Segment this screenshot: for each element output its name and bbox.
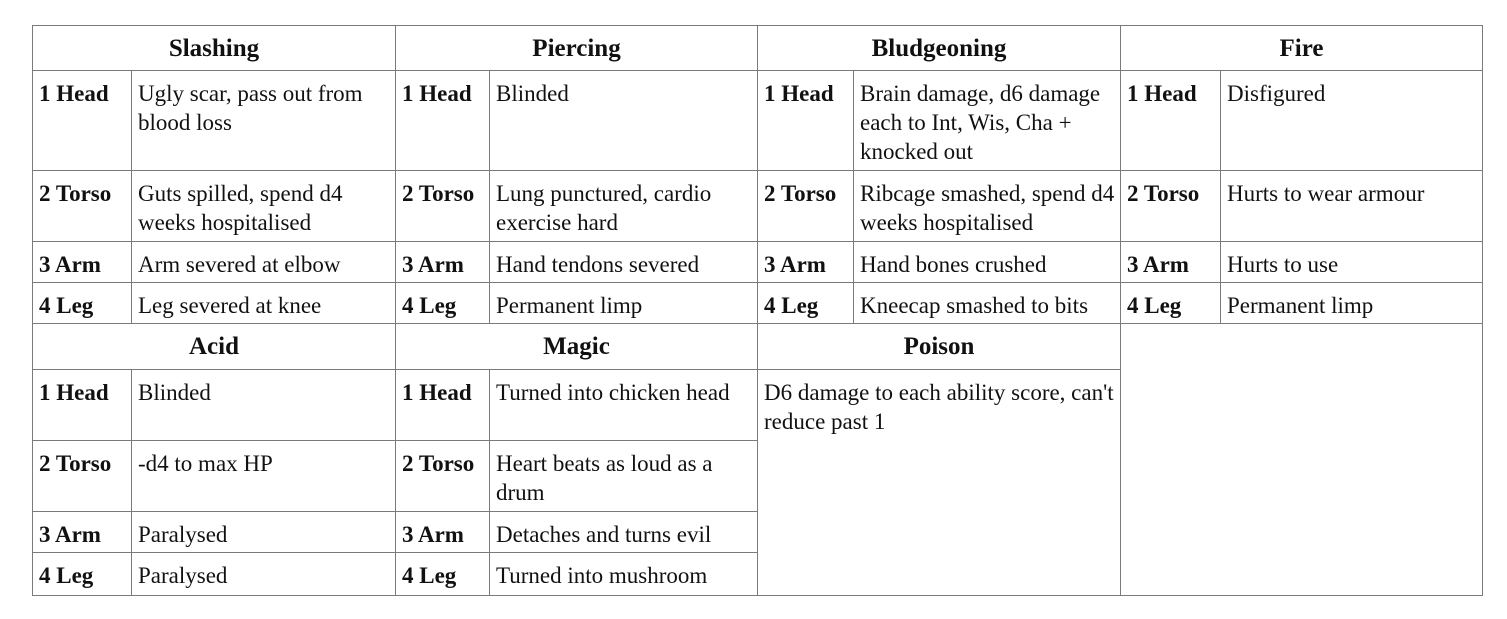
effect-cell: Hand bones crushed xyxy=(853,241,1121,283)
location-cell: 1 Head xyxy=(32,369,132,441)
table-row: 4 Leg Paralysed 4 Leg Turned into mushro… xyxy=(32,552,1483,596)
piercing-header: Piercing xyxy=(395,25,758,71)
location-cell: 3 Arm xyxy=(32,511,132,553)
acid-header: Acid xyxy=(32,323,396,370)
effect-cell: Arm severed at elbow xyxy=(131,241,396,283)
location-cell: 1 Head xyxy=(395,70,490,171)
effect-cell: Ribcage smashed, spend d4 weeks hospital… xyxy=(853,170,1121,242)
effect-cell: Disfigured xyxy=(1220,70,1483,171)
header-row-top: Slashing Piercing Bludgeoning Fire xyxy=(32,25,1483,71)
location-cell: 2 Torso xyxy=(757,170,854,242)
effect-cell: Brain damage, d6 damage each to Int, Wis… xyxy=(853,70,1121,171)
location-cell: 3 Arm xyxy=(757,241,854,283)
poison-header: Poison xyxy=(757,323,1121,370)
table-row: 3 Arm Arm severed at elbow 3 Arm Hand te… xyxy=(32,241,1483,283)
effect-cell: Heart beats as loud as a drum xyxy=(489,440,758,512)
header-row-bottom: Acid Magic Poison xyxy=(32,323,1483,596)
effect-cell: Blinded xyxy=(131,369,396,441)
effect-cell: Kneecap smashed to bits xyxy=(853,282,1121,324)
effect-cell: Hurts to wear armour xyxy=(1220,170,1483,242)
effect-cell: Lung punctured, cardio exercise hard xyxy=(489,170,758,242)
table-row: 1 Head Ugly scar, pass out from blood lo… xyxy=(32,70,1483,171)
location-cell: 1 Head xyxy=(32,70,132,171)
effect-cell: Leg severed at knee xyxy=(131,282,396,324)
injury-table: Slashing Piercing Bludgeoning Fire 1 Hea… xyxy=(32,25,1483,596)
location-cell: 3 Arm xyxy=(395,511,490,553)
table-row: 2 Torso -d4 to max HP 2 Torso Heart beat… xyxy=(32,440,1483,512)
location-cell: 2 Torso xyxy=(395,170,490,242)
table-row: 2 Torso Guts spilled, spend d4 weeks hos… xyxy=(32,170,1483,242)
location-cell: 1 Head xyxy=(395,369,490,441)
effect-cell: Permanent limp xyxy=(1220,282,1483,324)
slashing-header: Slashing xyxy=(32,25,396,71)
location-cell: 2 Torso xyxy=(32,440,132,512)
effect-cell: Hand tendons severed xyxy=(489,241,758,283)
effect-cell: Paralysed xyxy=(131,511,396,553)
location-cell: 4 Leg xyxy=(395,282,490,324)
poison-effect-cell: D6 damage to each ability score, can't r… xyxy=(757,369,1121,596)
effect-cell: -d4 to max HP xyxy=(131,440,396,512)
location-cell: 4 Leg xyxy=(757,282,854,324)
location-cell: 3 Arm xyxy=(1120,241,1221,283)
location-cell: 4 Leg xyxy=(32,282,132,324)
effect-cell: Turned into mushroom xyxy=(489,552,758,596)
location-cell: 3 Arm xyxy=(395,241,490,283)
location-cell: 4 Leg xyxy=(395,552,490,596)
empty-cell xyxy=(1120,323,1483,596)
effect-cell: Detaches and turns evil xyxy=(489,511,758,553)
effect-cell: Blinded xyxy=(489,70,758,171)
location-cell: 1 Head xyxy=(1120,70,1221,171)
effect-cell: Paralysed xyxy=(131,552,396,596)
effect-cell: Turned into chicken head xyxy=(489,369,758,441)
location-cell: 4 Leg xyxy=(32,552,132,596)
effect-cell: Permanent limp xyxy=(489,282,758,324)
fire-header: Fire xyxy=(1120,25,1483,71)
location-cell: 2 Torso xyxy=(1120,170,1221,242)
magic-header: Magic xyxy=(395,323,758,370)
bludgeoning-header: Bludgeoning xyxy=(757,25,1121,71)
effect-cell: Guts spilled, spend d4 weeks hospitalise… xyxy=(131,170,396,242)
location-cell: 2 Torso xyxy=(32,170,132,242)
effect-cell: Ugly scar, pass out from blood loss xyxy=(131,70,396,171)
location-cell: 4 Leg xyxy=(1120,282,1221,324)
location-cell: 3 Arm xyxy=(32,241,132,283)
location-cell: 1 Head xyxy=(757,70,854,171)
table-row: 4 Leg Leg severed at knee 4 Leg Permanen… xyxy=(32,282,1483,324)
location-cell: 2 Torso xyxy=(395,440,490,512)
effect-cell: Hurts to use xyxy=(1220,241,1483,283)
